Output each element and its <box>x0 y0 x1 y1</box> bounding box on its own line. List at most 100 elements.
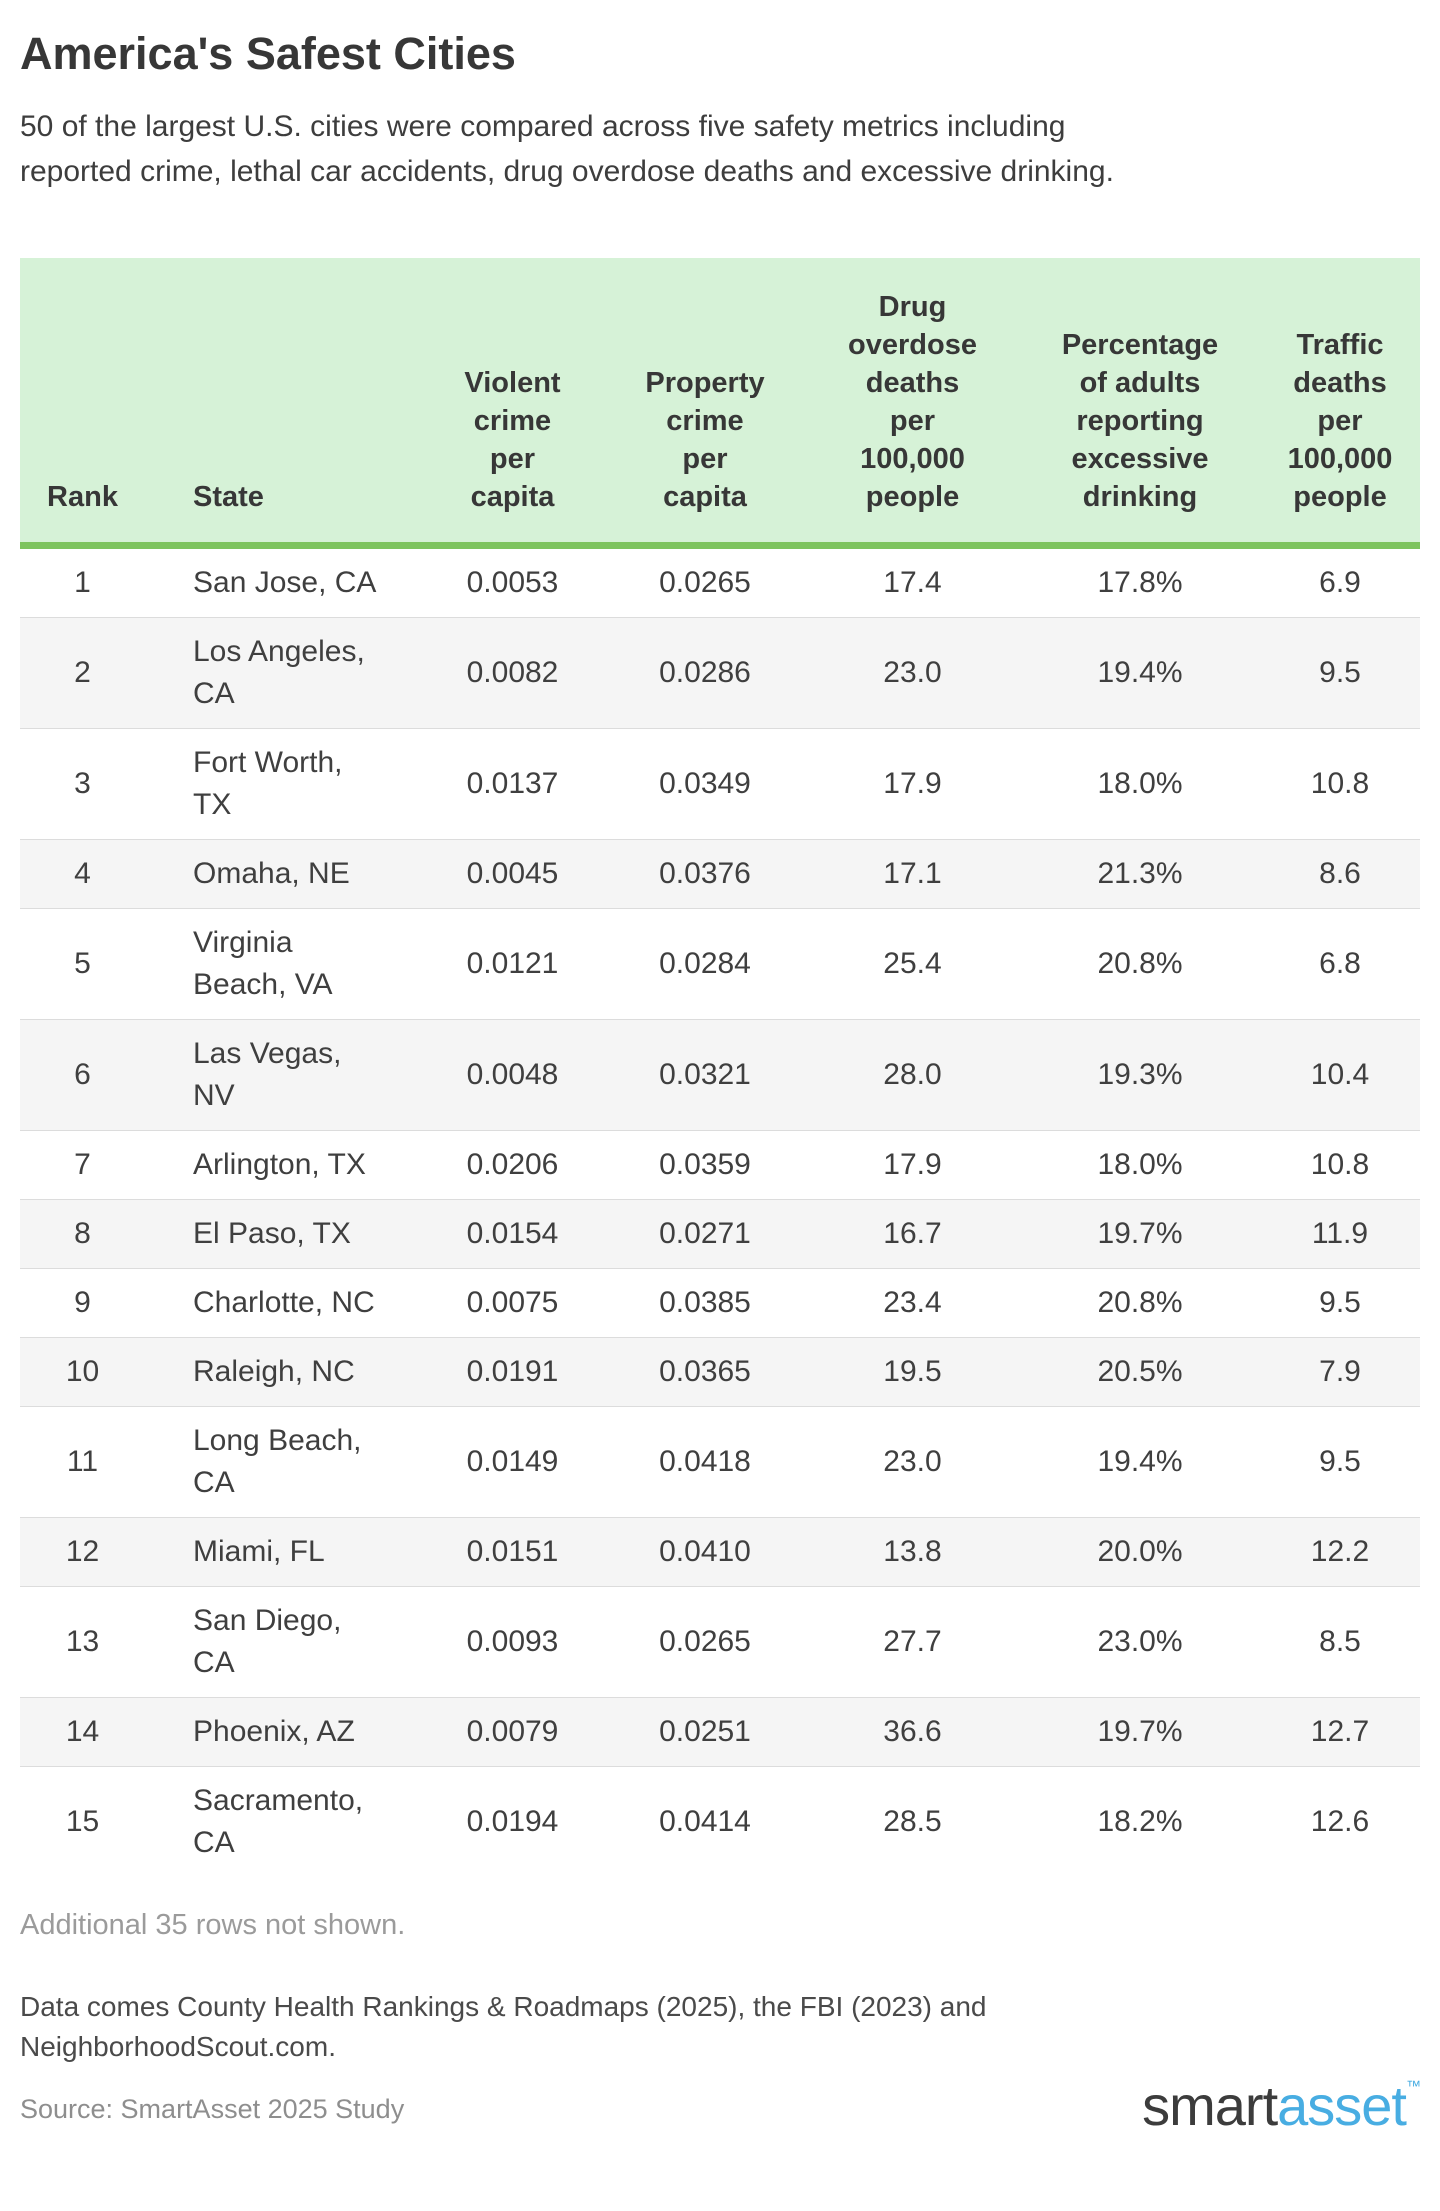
drug-overdose-cell: 17.1 <box>883 857 942 890</box>
property-crime-cell: 0.0265 <box>659 1625 751 1658</box>
column-header-drug-overdose: Drug overdose deaths per 100,000 people <box>805 258 1020 549</box>
logo-trademark: ™ <box>1406 2078 1421 2095</box>
traffic-deaths-cell: 11.9 <box>1311 1217 1369 1250</box>
logo-text-smart: smart <box>1142 2074 1278 2137</box>
table-body: 1 San Jose, CA 0.0053 0.0265 17.4 17.8% … <box>20 546 1420 1878</box>
table-row: 9 Charlotte, NC 0.0075 0.0385 23.4 20.8%… <box>20 1269 1420 1338</box>
page-title: America's Safest Cities <box>20 28 516 79</box>
property-crime-cell: 0.0365 <box>659 1355 751 1388</box>
excessive-drinking-cell: 20.5% <box>1097 1355 1183 1388</box>
column-header-property-crime: Property crime per capita <box>605 258 805 549</box>
violent-crime-cell: 0.0082 <box>466 656 559 689</box>
rank-cell: 11 <box>66 1445 99 1478</box>
property-crime-cell: 0.0414 <box>659 1805 751 1838</box>
violent-crime-cell: 0.0093 <box>466 1625 559 1658</box>
rank-cell: 9 <box>74 1286 91 1319</box>
drug-overdose-cell: 28.0 <box>883 1058 942 1091</box>
table-header: Rank State Violent crime per capita Prop… <box>20 258 1420 549</box>
column-header-traffic-deaths: Traffic deaths per 100,000 people <box>1260 258 1420 549</box>
safest-cities-table: Rank State Violent crime per capita Prop… <box>20 258 1420 1877</box>
property-crime-cell: 0.0385 <box>659 1286 751 1319</box>
table-header-row: Rank State Violent crime per capita Prop… <box>20 258 1420 549</box>
property-crime-cell: 0.0265 <box>659 566 751 599</box>
violent-crime-cell: 0.0075 <box>466 1286 559 1319</box>
drug-overdose-cell: 16.7 <box>883 1217 942 1250</box>
traffic-deaths-cell: 8.6 <box>1319 857 1361 890</box>
property-crime-cell: 0.0410 <box>659 1535 751 1568</box>
state-cell: Virginia Beach, VA <box>193 926 333 1001</box>
violent-crime-cell: 0.0121 <box>466 947 559 980</box>
state-cell: Phoenix, AZ <box>193 1715 355 1748</box>
additional-rows-note: Additional 35 rows not shown. <box>20 1909 406 1941</box>
source-note: Source: SmartAsset 2025 Study <box>20 2094 405 2124</box>
traffic-deaths-cell: 10.4 <box>1310 1058 1370 1091</box>
table-row: 2 Los Angeles, CA 0.0082 0.0286 23.0 19.… <box>20 617 1420 729</box>
table-row: 14 Phoenix, AZ 0.0079 0.0251 36.6 19.7% … <box>20 1697 1420 1767</box>
property-crime-cell: 0.0251 <box>659 1715 751 1748</box>
excessive-drinking-cell: 20.0% <box>1097 1535 1183 1568</box>
drug-overdose-cell: 25.4 <box>883 947 942 980</box>
traffic-deaths-cell: 10.8 <box>1310 767 1370 800</box>
excessive-drinking-cell: 19.7% <box>1097 1715 1183 1748</box>
table-row: 5 Virginia Beach, VA 0.0121 0.0284 25.4 … <box>20 909 1420 1020</box>
violent-crime-cell: 0.0191 <box>466 1355 559 1388</box>
drug-overdose-cell: 19.5 <box>883 1355 942 1388</box>
table-row: 11 Long Beach, CA 0.0149 0.0418 23.0 19.… <box>20 1407 1420 1518</box>
drug-overdose-cell: 27.7 <box>883 1625 942 1658</box>
rank-cell: 15 <box>65 1805 100 1838</box>
excessive-drinking-cell: 18.0% <box>1097 1148 1183 1181</box>
column-header-violent-crime: Violent crime per capita <box>420 258 605 549</box>
rank-cell: 14 <box>65 1715 100 1748</box>
rank-cell: 8 <box>74 1217 91 1250</box>
state-cell: Raleigh, NC <box>193 1355 355 1388</box>
rank-cell: 4 <box>74 857 91 890</box>
violent-crime-cell: 0.0151 <box>466 1535 559 1568</box>
table-row: 6 Las Vegas, NV 0.0048 0.0321 28.0 19.3%… <box>20 1019 1420 1131</box>
property-crime-cell: 0.0359 <box>659 1148 751 1181</box>
column-header-rank: Rank <box>20 258 145 549</box>
drug-overdose-cell: 28.5 <box>883 1805 942 1838</box>
table-row: 7 Arlington, TX 0.0206 0.0359 17.9 18.0%… <box>20 1131 1420 1200</box>
state-cell: El Paso, TX <box>193 1217 351 1250</box>
column-header-excessive-drinking: Percentage of adults reporting excessive… <box>1020 258 1260 549</box>
violent-crime-cell: 0.0079 <box>466 1715 559 1748</box>
traffic-deaths-cell: 8.5 <box>1319 1625 1361 1658</box>
violent-crime-cell: 0.0048 <box>466 1058 559 1091</box>
state-cell: Omaha, NE <box>193 857 350 890</box>
rank-cell: 2 <box>74 656 91 689</box>
table-row: 1 San Jose, CA 0.0053 0.0265 17.4 17.8% … <box>20 546 1420 618</box>
rank-cell: 1 <box>74 566 91 599</box>
table-row: 15 Sacramento, CA 0.0194 0.0414 28.5 18.… <box>20 1767 1420 1878</box>
smartasset-logo: smartasset™ <box>1142 2074 1421 2137</box>
state-cell: Sacramento, CA <box>193 1784 364 1859</box>
property-crime-cell: 0.0418 <box>659 1445 751 1478</box>
state-cell: Arlington, TX <box>193 1148 366 1181</box>
traffic-deaths-cell: 9.5 <box>1319 1286 1361 1319</box>
state-cell: Fort Worth, TX <box>193 746 343 821</box>
state-cell: Long Beach, CA <box>193 1424 362 1499</box>
state-cell: Miami, FL <box>193 1535 325 1568</box>
violent-crime-cell: 0.0154 <box>466 1217 559 1250</box>
rank-cell: 3 <box>74 767 91 800</box>
logo-text-asset: asset <box>1277 2074 1407 2137</box>
drug-overdose-cell: 13.8 <box>883 1535 942 1568</box>
excessive-drinking-cell: 21.3% <box>1097 857 1183 890</box>
drug-overdose-cell: 23.0 <box>883 1445 942 1478</box>
table-row: 13 San Diego, CA 0.0093 0.0265 27.7 23.0… <box>20 1587 1420 1698</box>
property-crime-cell: 0.0349 <box>659 767 751 800</box>
traffic-deaths-cell: 7.9 <box>1319 1355 1361 1388</box>
traffic-deaths-cell: 12.6 <box>1310 1805 1370 1838</box>
violent-crime-cell: 0.0194 <box>466 1805 559 1838</box>
table-row: 3 Fort Worth, TX 0.0137 0.0349 17.9 18.0… <box>20 729 1420 840</box>
excessive-drinking-cell: 17.8% <box>1097 566 1183 599</box>
table-row: 4 Omaha, NE 0.0045 0.0376 17.1 21.3% 8.6 <box>20 839 1420 909</box>
data-source-note: Data comes County Health Rankings & Road… <box>20 1991 987 2062</box>
drug-overdose-cell: 23.0 <box>883 656 942 689</box>
traffic-deaths-cell: 9.5 <box>1319 656 1361 689</box>
rank-cell: 10 <box>65 1355 100 1388</box>
property-crime-cell: 0.0376 <box>659 857 751 890</box>
excessive-drinking-cell: 19.4% <box>1097 656 1183 689</box>
excessive-drinking-cell: 19.7% <box>1097 1217 1183 1250</box>
traffic-deaths-cell: 6.8 <box>1319 947 1361 980</box>
traffic-deaths-cell: 10.8 <box>1310 1148 1370 1181</box>
